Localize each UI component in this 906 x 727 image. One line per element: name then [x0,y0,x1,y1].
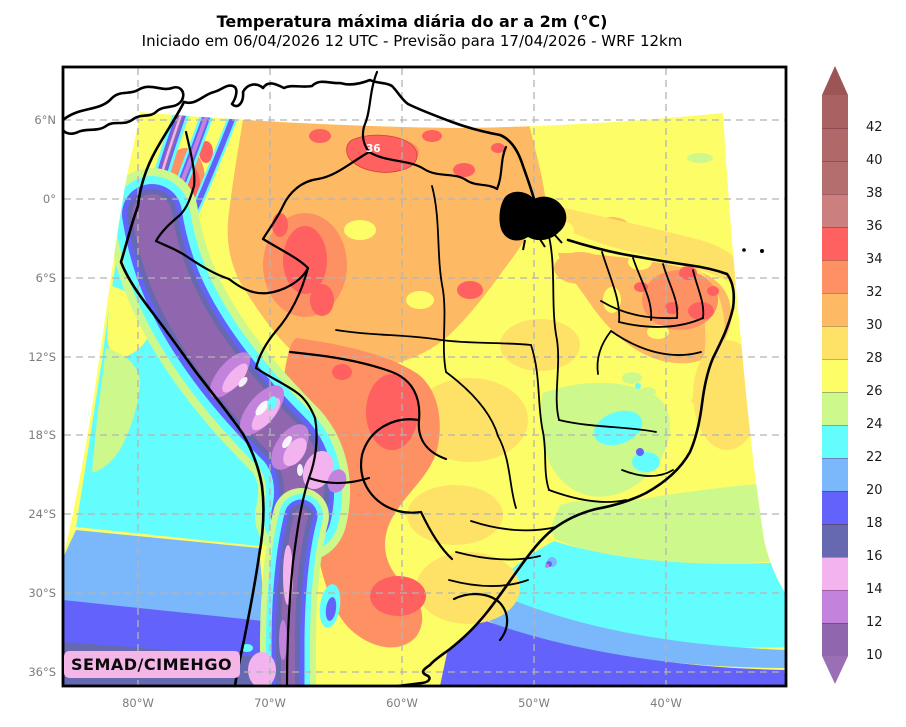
colorbar-tick-label: 10 [866,648,883,663]
colorbar-tick-label: 28 [866,351,883,366]
island-dot [742,248,746,252]
colorbar-segment-40-42 [822,128,848,161]
credit-watermark: SEMAD/CIMEHGO [64,651,241,678]
colorbar-segment-30-32 [822,293,848,326]
state-borders [335,185,705,587]
colorbar-tick-label: 38 [866,186,883,201]
lat-tick-label: 12°S [28,350,56,364]
lon-tick-label: 50°W [518,696,550,710]
lat-tick-label: 6°S [35,271,56,285]
colorbar-tick-label: 42 [866,120,883,135]
colorbar-segment-12-14 [822,590,848,623]
colorbar-tick-label: 20 [866,483,883,498]
lat-tick-label: 0° [42,192,56,206]
colorbar-tick-label: 22 [866,450,883,465]
coastlines [61,78,736,688]
colorbar-segment-36-38 [822,194,848,227]
model-domain-fill [63,112,786,686]
colorbar-segment-32-34 [822,260,848,293]
colorbar-tick-label: 40 [866,153,883,168]
lat-tick-label: 30°S [28,586,56,600]
colorbar-segment-22-24 [822,425,848,458]
colorbar-body [822,95,848,656]
delta-channels [522,232,563,251]
colorbar-tick-label: 26 [866,384,883,399]
country-borders [154,70,509,688]
amazon-delta [499,191,567,241]
lat-tick-label: 6°N [34,113,56,127]
colorbar [822,66,848,684]
colorbar-tick-label: 14 [866,582,883,597]
island-dot [760,249,764,253]
colorbar-tick-label: 16 [866,549,883,564]
graticule-gridlines [64,68,785,685]
page-subtitle: Iniciado em 06/04/2026 12 UTC - Previsão… [141,32,683,50]
colorbar-segment-20-22 [822,458,848,491]
colorbar-tick-label: 30 [866,318,883,333]
colorbar-arrow-up-icon [822,66,848,95]
colorbar-segment-16-18 [822,524,848,557]
colorbar-segment-42-44 [822,95,848,128]
colorbar-tick-label: 32 [866,285,883,300]
plot-frame [61,65,788,688]
colorbar-tick-label: 12 [866,615,883,630]
colorbar-tick-label: 36 [866,219,883,234]
lon-tick-label: 80°W [122,696,154,710]
lon-tick-label: 70°W [254,696,286,710]
colorbar-segment-34-36 [822,227,848,260]
colorbar-segment-24-26 [822,392,848,425]
lat-tick-label: 18°S [28,428,56,442]
page-title: Temperatura máxima diária do ar a 2m (°C… [216,12,608,31]
colorbar-segment-28-30 [822,326,848,359]
lon-tick-label: 60°W [386,696,418,710]
colorbar-segment-10-12 [822,623,848,656]
colorbar-tick-label: 24 [866,417,883,432]
lat-tick-label: 24°S [28,507,56,521]
colorbar-tick-label: 18 [866,516,883,531]
colorbar-tick-label: 34 [866,252,883,267]
colorbar-segment-26-28 [822,359,848,392]
contour-label-36: 36 [366,143,381,155]
colorbar-segment-38-40 [822,161,848,194]
lat-tick-label: 36°S [28,665,56,679]
colorbar-segment-18-20 [822,491,848,524]
lon-tick-label: 40°W [650,696,682,710]
colorbar-segment-14-16 [822,557,848,590]
colorbar-arrow-down-icon [822,656,848,684]
